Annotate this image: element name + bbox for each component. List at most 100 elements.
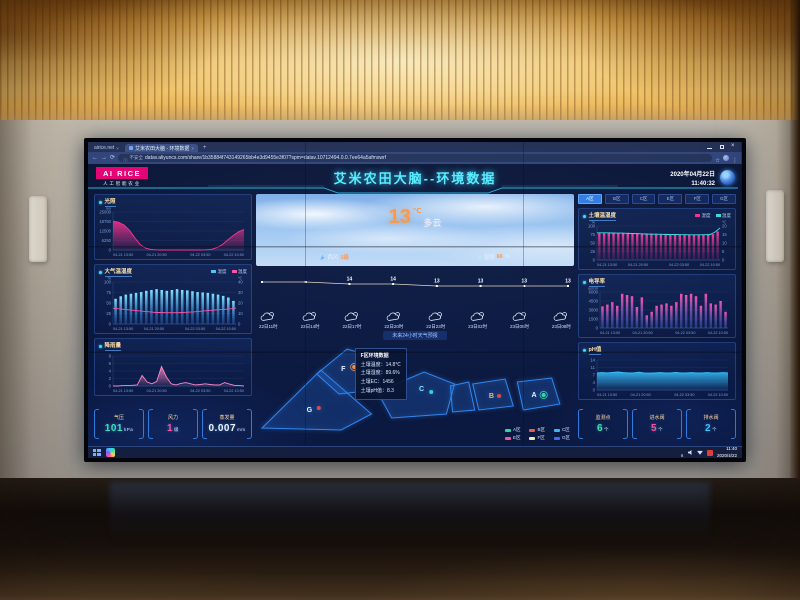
legend-swatch xyxy=(695,214,700,217)
forecast-items: 22日11时 22日14时 22日17时 22日20时 22日23时 23日02时 23日0… xyxy=(256,298,574,330)
zone-tab-5[interactable]: G区 xyxy=(712,194,736,204)
site-info-icon[interactable] xyxy=(123,154,128,162)
bullet-icon xyxy=(583,214,586,218)
screen-reflection xyxy=(110,482,710,544)
middle-column: 13 ℃ 多云 西风 1级 xyxy=(256,194,574,442)
wind-info: 西风 1级 xyxy=(320,253,349,261)
globe-icon xyxy=(720,170,735,185)
stat-unit: kPa xyxy=(123,426,134,432)
svg-text:04-21 13:50: 04-21 13:50 xyxy=(597,263,617,267)
svg-text:3000: 3000 xyxy=(589,308,599,313)
windows-taskbar: 11:40 2020/4/22 xyxy=(88,446,742,458)
left-column: 光照 25000 18750 12500 6250 0 lux 04-21 13:50 04-… xyxy=(94,194,252,442)
tooltip-row: 土壤pH值：8.3 xyxy=(360,387,394,394)
close-button[interactable] xyxy=(731,143,736,150)
date-text: 2020年04月22日 xyxy=(670,172,715,178)
svg-text:11: 11 xyxy=(591,365,596,370)
humidity-info: 湿度 66 % xyxy=(476,253,510,261)
zone-tab-0[interactable]: A区 xyxy=(578,194,602,204)
forward-icon[interactable] xyxy=(101,155,107,161)
map-zone-A[interactable] xyxy=(516,377,561,411)
svg-text:04-22 10:50: 04-22 10:50 xyxy=(708,331,728,335)
wifi-icon[interactable] xyxy=(696,450,703,455)
svg-text:04-22 03:50: 04-22 03:50 xyxy=(675,331,695,335)
tab-close-icon[interactable]: × xyxy=(116,145,119,151)
profile-avatar[interactable] xyxy=(723,155,729,161)
forecast-item-7: 23日08时 xyxy=(552,298,571,330)
stat-monitor-points: 监测点 6个 xyxy=(578,406,628,442)
partly-cloudy-icon xyxy=(302,311,318,323)
zone-tab-2[interactable]: C区 xyxy=(631,194,656,204)
taskbar-app-icon[interactable] xyxy=(106,448,115,457)
svg-text:%: % xyxy=(592,221,596,225)
new-tab-button[interactable] xyxy=(200,144,210,152)
legend-swatch xyxy=(553,436,560,440)
reload-icon[interactable] xyxy=(110,155,115,161)
stat-unit: mm xyxy=(237,426,246,432)
svg-text:25: 25 xyxy=(106,311,111,316)
legend-swatch xyxy=(553,428,560,432)
tab-label: airice.net xyxy=(94,145,115,151)
zone-tab-4[interactable]: F区 xyxy=(685,194,710,204)
temp-line-chart: 14 14 13 13 13 13 xyxy=(256,270,574,294)
zone-marker-icon[interactable] xyxy=(497,394,502,398)
url-field[interactable]: 不安全 datav.aliyuncs.com/share/1b35884f743… xyxy=(118,154,713,162)
stat-unit: 级 xyxy=(174,426,180,432)
partly-cloudy-icon xyxy=(512,311,528,323)
tooltip-row: 土壤温度：14.8℃ xyxy=(360,361,401,368)
svg-text:04-22 03:50: 04-22 03:50 xyxy=(185,327,205,331)
forecast-time-label: 22日20时 xyxy=(384,324,404,329)
stat-label: 风力 xyxy=(167,415,178,422)
back-icon[interactable] xyxy=(92,155,98,161)
taskbar-clock[interactable]: 11:40 2020/4/22 xyxy=(716,446,737,458)
header-decoration-line xyxy=(88,185,738,194)
browser-tab-active[interactable]: 艾米农田大脑 - 环境数据 × xyxy=(124,144,199,152)
stat-label: 气压 xyxy=(113,415,124,422)
left-stats-row: 气压 101kPa 风力 1级 蒸发量 0.007mm xyxy=(94,406,252,442)
tooltip-title: F区环境数据 xyxy=(360,352,389,359)
favicon xyxy=(128,146,133,150)
datav-dashboard: AI RICE 人工智能农业 艾米农田大脑--环境数据 2020年04月22日 … xyxy=(88,164,742,446)
svg-text:04-22 10:50: 04-22 10:50 xyxy=(708,393,728,397)
tooltip-row: 土壤EC：1456 xyxy=(360,379,394,386)
svg-text:04-21 20:50: 04-21 20:50 xyxy=(633,331,653,335)
tray-app-badge[interactable] xyxy=(706,449,713,456)
legend-item: 温度 xyxy=(231,269,247,275)
forecast-time-label: 23日05时 xyxy=(510,324,530,329)
map-legend-item: A区 xyxy=(504,427,520,433)
zone-tab-3[interactable]: E区 xyxy=(658,194,683,204)
tab-label: 艾米农田大脑 - 环境数据 xyxy=(134,145,190,152)
wall-corner-shadow xyxy=(790,0,800,480)
svg-text:18750: 18750 xyxy=(99,219,111,224)
forecast-item-6: 23日05时 xyxy=(510,298,529,330)
zone-marker-icon[interactable] xyxy=(429,390,434,394)
map-zone-3[interactable] xyxy=(449,381,476,413)
stat-pressure: 气压 101kPa xyxy=(94,406,144,442)
browser-tab-previous[interactable]: airice.net × xyxy=(90,144,123,152)
svg-text:10: 10 xyxy=(238,311,243,316)
forecast-item-4: 22日23时 xyxy=(426,298,445,330)
rainfall-panel: 降雨量 8 6 4 2 0 04-21 13:50 04-21 20:50 04-22 03:… xyxy=(94,338,252,396)
start-button[interactable] xyxy=(93,448,101,457)
zone-label-B: B xyxy=(489,393,494,400)
minimize-button[interactable] xyxy=(707,145,712,150)
tab-close-icon[interactable]: × xyxy=(191,145,195,151)
zone-marker-icon[interactable] xyxy=(316,406,321,410)
svg-text:04-21 20:50: 04-21 20:50 xyxy=(631,393,651,397)
zone-tab-1[interactable]: B区 xyxy=(604,194,629,204)
svg-text:04-21 20:50: 04-21 20:50 xyxy=(628,263,648,267)
partly-cloudy-icon xyxy=(553,311,569,323)
svg-text:4500: 4500 xyxy=(589,299,599,304)
volume-icon[interactable] xyxy=(687,450,692,455)
svg-text:30: 30 xyxy=(238,290,243,295)
maximize-button[interactable] xyxy=(719,145,724,150)
ec-chart: 6000 4500 3000 1500 0 us/cm 04-21 13:50 04-21 2… xyxy=(583,286,731,336)
zone-marker-icon[interactable] xyxy=(541,393,546,397)
stat-inlet-valves: 进水阀 5个 xyxy=(632,406,682,442)
time-text: 11:40:32 xyxy=(691,181,715,188)
weather-description: 多云 xyxy=(423,218,442,228)
svg-text:14: 14 xyxy=(390,277,396,283)
svg-text:0: 0 xyxy=(109,322,112,327)
tray-expand-icon[interactable] xyxy=(680,444,684,459)
